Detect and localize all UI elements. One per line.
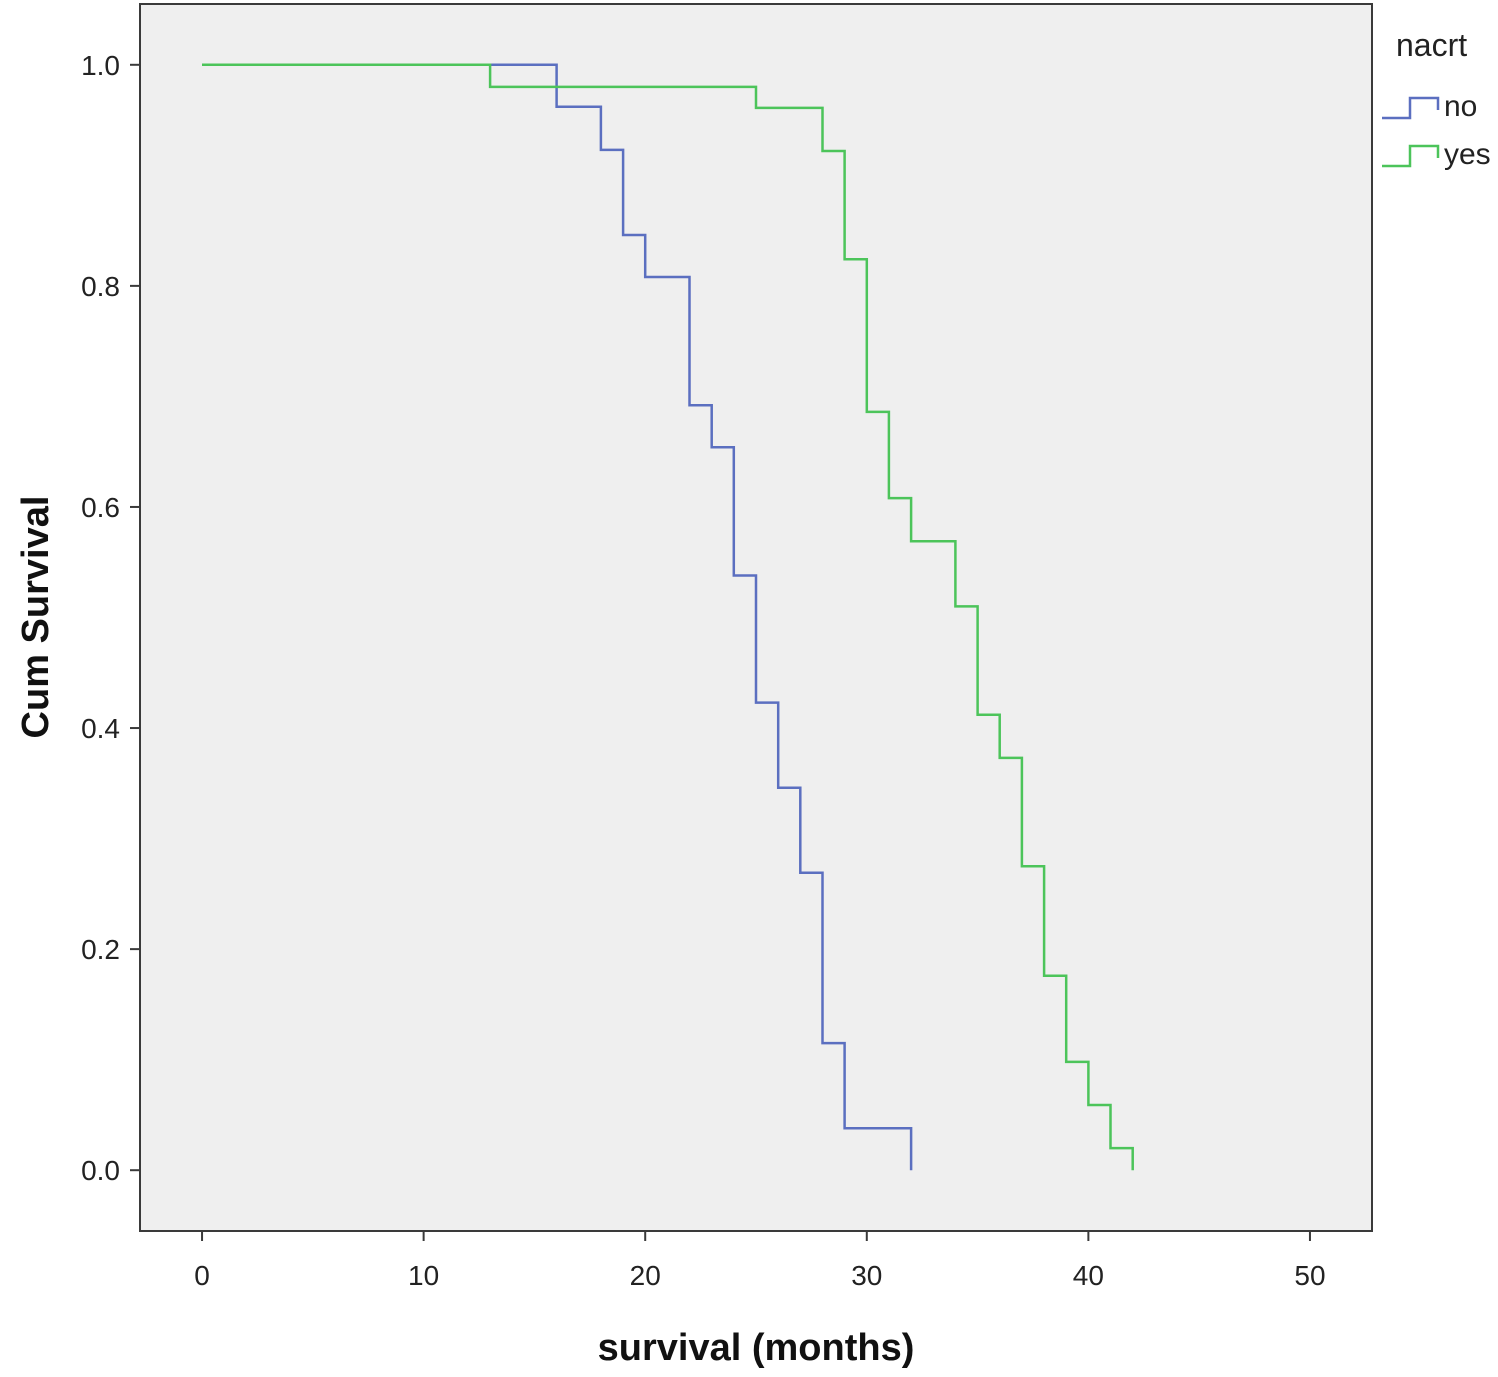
x-tick-label: 40 xyxy=(1073,1260,1104,1291)
x-tick-label: 10 xyxy=(408,1260,439,1291)
y-tick-label: 1.0 xyxy=(81,50,120,81)
legend-swatch-yes xyxy=(1382,144,1440,168)
legend-items: no yes xyxy=(1382,90,1491,171)
legend: nacrt no yes xyxy=(1382,27,1491,171)
y-tick-label: 0.6 xyxy=(81,492,120,523)
y-tick-label: 0.0 xyxy=(81,1155,120,1186)
legend-swatch-no xyxy=(1382,96,1440,120)
y-tick-label: 0.2 xyxy=(81,934,120,965)
y-axis-title: Cum Survival xyxy=(15,496,57,739)
legend-label-yes: yes xyxy=(1444,138,1491,171)
series-line-yes xyxy=(202,63,1134,1171)
x-tick-label: 20 xyxy=(630,1260,661,1291)
x-tick-label: 30 xyxy=(851,1260,882,1291)
series-line-no xyxy=(202,63,913,1171)
y-tick-label: 0.4 xyxy=(81,713,120,744)
legend-label-no: no xyxy=(1444,90,1477,123)
legend-title: nacrt xyxy=(1396,27,1467,63)
y-axis-ticks: 0.0 0.2 0.4 0.6 0.8 1.0 xyxy=(81,50,140,1186)
series-layer xyxy=(202,63,1134,1171)
x-axis-title: survival (months) xyxy=(598,1327,915,1369)
x-tick-label: 0 xyxy=(194,1260,210,1291)
x-axis-ticks: 0 10 20 30 40 50 xyxy=(194,1231,1326,1291)
y-tick-label: 0.8 xyxy=(81,271,120,302)
x-tick-label: 50 xyxy=(1294,1260,1325,1291)
